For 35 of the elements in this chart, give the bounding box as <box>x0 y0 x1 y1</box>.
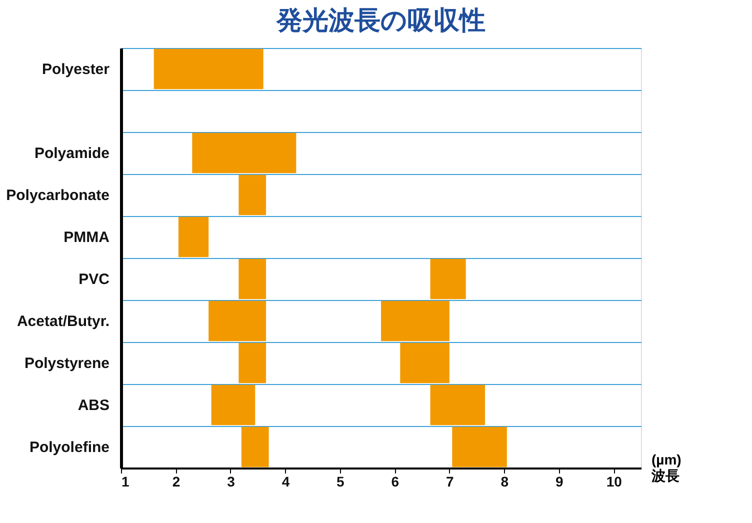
y-tick-label: Polystyrene <box>24 355 110 372</box>
bar <box>238 342 266 384</box>
bar <box>430 258 466 300</box>
y-tick-label: PVC <box>78 271 110 288</box>
bar <box>208 300 266 342</box>
y-tick-label: Polyamide <box>34 145 110 162</box>
x-tick-label: 3 <box>227 474 236 490</box>
x-tick-label: 6 <box>391 474 400 490</box>
bar <box>154 48 264 90</box>
y-tick-label: Acetat/Butyr. <box>16 313 110 330</box>
chart-title: 発光波長の吸収性 <box>276 5 486 35</box>
x-tick-label: 8 <box>500 474 509 490</box>
x-tick-label: 9 <box>555 474 564 490</box>
x-tick-label: 4 <box>282 474 290 490</box>
bar <box>211 384 256 426</box>
x-tick-label: 1 <box>122 474 130 490</box>
x-tick-label: 2 <box>172 474 180 490</box>
bar <box>400 342 450 384</box>
x-axis-title: (µm) 波長 <box>650 452 682 484</box>
bar <box>238 174 266 216</box>
y-tick-label: ABS <box>78 397 110 414</box>
bar <box>241 426 269 468</box>
x-tick-label: 10 <box>606 474 622 490</box>
y-tick-label: Polyester <box>42 61 110 78</box>
bar <box>238 258 266 300</box>
y-tick-label: PMMA <box>64 229 110 246</box>
bar <box>178 216 209 258</box>
y-tick-label: Polycarbonate <box>6 187 110 204</box>
y-tick-label: Polyolefine <box>29 439 110 456</box>
bar <box>192 132 296 174</box>
bar <box>430 384 485 426</box>
bar <box>381 300 450 342</box>
x-tick-label: 7 <box>446 474 454 490</box>
x-tick-label: 5 <box>336 474 345 490</box>
bar <box>452 426 507 468</box>
